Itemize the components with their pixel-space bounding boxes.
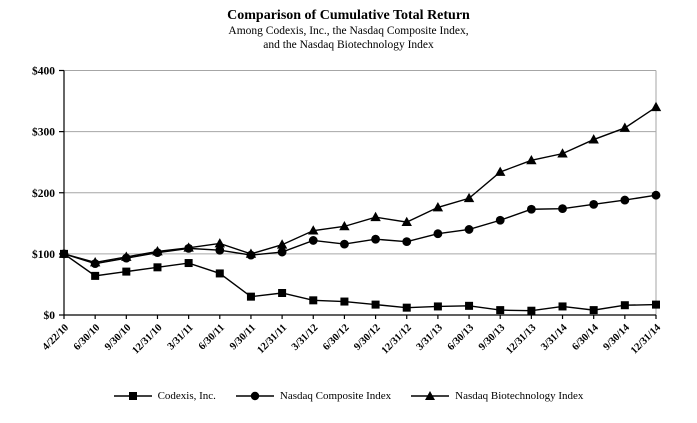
series-line-2 xyxy=(63,106,657,264)
series-0-marker-square xyxy=(153,263,162,272)
series-1-marker-circle xyxy=(371,234,380,244)
series-1-marker-circle xyxy=(433,229,443,239)
series-1-marker-circle xyxy=(526,204,536,214)
series-0-marker-square xyxy=(589,306,598,315)
series-2-marker-triangle xyxy=(588,134,599,144)
series-1-marker-circle xyxy=(308,236,318,245)
series-2-marker-triangle xyxy=(650,101,662,112)
series-2-marker-triangle xyxy=(214,238,225,248)
circle-legend-icon xyxy=(235,391,274,401)
x-tick-label: 12/31/11 xyxy=(255,322,289,356)
legend-label: Nasdaq Composite Index xyxy=(279,390,392,402)
x-tick-label: 9/30/14 xyxy=(601,322,632,353)
x-tick-label: 3/31/11 xyxy=(166,322,196,352)
y-tick-label: $400 xyxy=(32,65,55,78)
x-tick-label: 6/30/10 xyxy=(72,322,102,352)
series-2-marker-triangle xyxy=(276,239,288,249)
y-tick-label: $0 xyxy=(44,309,56,322)
x-tick-label: 6/30/12 xyxy=(321,322,351,352)
x-tick-label: 6/30/13 xyxy=(446,322,476,352)
chart-title: Comparison of Cumulative Total Return xyxy=(227,8,470,23)
series-1-marker-circle xyxy=(402,237,412,247)
series-line-0 xyxy=(63,253,657,312)
y-tick-label: $200 xyxy=(32,187,55,200)
series-1-marker-circle xyxy=(558,204,567,214)
series-0-marker-square xyxy=(309,296,318,305)
square-legend-icon xyxy=(113,392,152,400)
series-1-marker-circle xyxy=(464,225,474,234)
x-tick-label: 4/22/10 xyxy=(41,322,71,352)
series-0-marker-square xyxy=(278,288,287,297)
series-2-marker-triangle xyxy=(308,225,319,235)
series-1-marker-circle xyxy=(589,199,599,209)
series-2-marker-triangle xyxy=(121,251,132,261)
chart-subtitle-line1: Among Codexis, Inc., the Nasdaq Composit… xyxy=(228,25,469,37)
legend-item-0: Codexis, Inc. xyxy=(113,390,216,402)
x-tick-label: 6/30/11 xyxy=(197,322,227,352)
series-2-marker-triangle xyxy=(557,148,568,158)
x-tick-label: 9/30/11 xyxy=(228,322,258,352)
series-2-marker-triangle xyxy=(526,154,537,165)
series-0-marker-square xyxy=(465,301,474,310)
series-0-marker-square xyxy=(527,306,536,315)
x-tick-label: 9/30/12 xyxy=(352,322,382,352)
legend-label: Nasdaq Biotechnology Index xyxy=(455,390,584,402)
series-0-marker-square xyxy=(558,302,567,311)
series-2-marker-triangle xyxy=(619,122,631,132)
chart-header: Comparison of Cumulative Total Return Am… xyxy=(0,8,697,52)
series-line-1 xyxy=(63,194,657,265)
x-tick-label: 12/31/12 xyxy=(380,322,414,356)
series-0-marker-square xyxy=(402,303,411,312)
series-1-marker-circle xyxy=(215,245,225,255)
x-tick-label: 9/30/10 xyxy=(103,322,133,352)
series-2-marker-triangle xyxy=(432,202,444,212)
legend-item-1: Nasdaq Composite Index xyxy=(235,390,392,402)
series-0-marker-square xyxy=(652,300,660,309)
x-tick-label: 12/31/14 xyxy=(629,322,664,357)
series-0-marker-square xyxy=(371,300,380,309)
legend-item-2: Nasdaq Biotechnology Index xyxy=(411,390,583,402)
y-tick-label: $100 xyxy=(32,248,55,261)
chart-subtitle-line2: and the Nasdaq Biotechnology Index xyxy=(263,39,434,51)
legend-label: Codexis, Inc. xyxy=(157,390,216,402)
series-2-marker-triangle xyxy=(463,192,475,203)
series-2-marker-triangle xyxy=(58,248,70,258)
series-2-marker-triangle xyxy=(89,257,101,267)
series-2-marker-triangle xyxy=(152,246,163,256)
series-2-marker-triangle xyxy=(370,211,381,222)
x-tick-label: 3/31/12 xyxy=(290,322,320,352)
series-1-marker-circle xyxy=(651,190,661,200)
series-2-marker-triangle xyxy=(245,248,257,258)
series-0-marker-square xyxy=(433,302,442,311)
series-1-marker-circle xyxy=(495,215,505,225)
series-0-marker-square xyxy=(91,271,100,280)
series-2-marker-triangle xyxy=(401,216,412,226)
series-0-marker-square xyxy=(122,267,131,276)
series-1-marker-circle xyxy=(620,195,630,205)
series-0-marker-square xyxy=(620,301,629,310)
series-0-marker-square xyxy=(496,306,505,315)
series-1-marker-circle xyxy=(277,247,287,257)
x-tick-label: 3/31/13 xyxy=(415,322,445,352)
triangle-legend-icon xyxy=(411,391,450,400)
x-tick-label: 12/31/13 xyxy=(504,322,538,356)
series-0-marker-square xyxy=(184,259,193,268)
x-tick-label: 6/30/14 xyxy=(570,322,601,353)
series-0-marker-square xyxy=(215,269,224,278)
series-2-marker-triangle xyxy=(183,242,194,252)
series-1-marker-circle xyxy=(340,239,349,249)
x-tick-label: 3/31/14 xyxy=(539,322,570,353)
series-0-marker-square xyxy=(246,292,255,301)
x-tick-label: 12/31/10 xyxy=(130,322,164,356)
chart-legend: Codexis, Inc. Nasdaq Composite Index Nasda… xyxy=(0,390,697,402)
x-tick-label: 9/30/13 xyxy=(477,322,507,352)
series-0-marker-square xyxy=(340,297,349,306)
series-2-marker-triangle xyxy=(495,166,506,176)
series-2-marker-triangle xyxy=(339,220,350,231)
y-tick-label: $300 xyxy=(32,126,55,139)
